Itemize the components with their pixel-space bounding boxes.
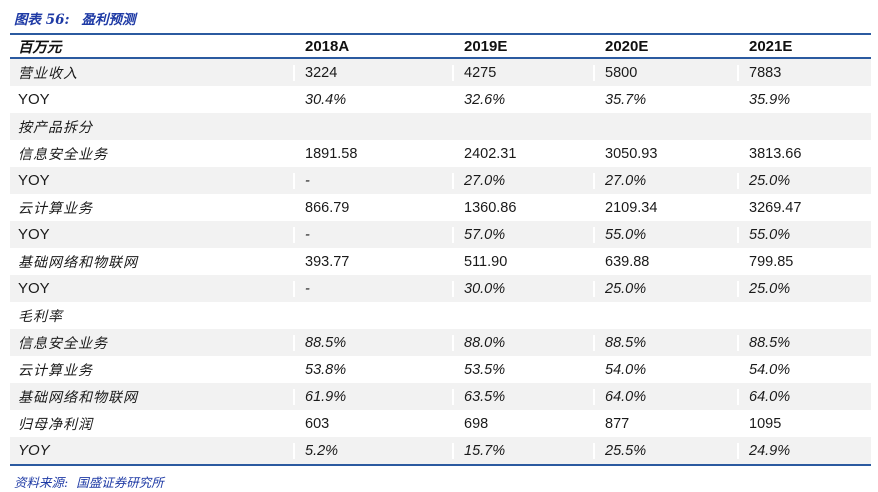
cell-2019E: 32.6%	[452, 91, 593, 108]
cell-2021E: 3269.47	[737, 199, 871, 216]
cell-2021E: 55.0%	[737, 226, 871, 243]
cell-2018A: 30.4%	[293, 91, 452, 108]
table-row: YOY -27.0% 27.0% 25.0%	[10, 167, 871, 194]
source-note: 资料来源: 国盛证券研究所	[14, 472, 878, 491]
cell-2019E: 2402.31	[452, 145, 593, 162]
table-row: 营业收入 3224 4275 5800 7883	[10, 59, 871, 86]
cell-2021E: 25.0%	[737, 280, 871, 297]
unit-label: 百万元	[18, 38, 62, 56]
cell-2018A: -	[293, 226, 452, 243]
row-label: 按产品拆分	[18, 119, 93, 136]
table-row: YOY -57.0% 55.0% 55.0%	[10, 221, 871, 248]
row-label: YOY	[18, 280, 50, 297]
cell-2018A: 1891.58	[293, 145, 452, 162]
cell-2019E: 698	[452, 415, 593, 432]
cell-2021E: 7883	[737, 64, 871, 81]
cell-2020E: 27.0%	[593, 172, 737, 189]
cell-2019E: 63.5%	[452, 388, 593, 405]
cell-2019E: 57.0%	[452, 226, 593, 243]
cell-2018A: 53.8%	[293, 361, 452, 378]
cell-2021E: 25.0%	[737, 172, 871, 189]
cell-2020E: 25.0%	[593, 280, 737, 297]
cell-2018A: 3224	[293, 64, 452, 81]
row-label: 毛利率	[18, 308, 63, 325]
cell-2020E: 64.0%	[593, 388, 737, 405]
row-label: 归母净利润	[18, 416, 93, 433]
cell-2019E: 1360.86	[452, 199, 593, 216]
cell-2021E: 799.85	[737, 253, 871, 270]
row-label: 信息安全业务	[18, 335, 108, 352]
column-header-2020E: 2020E	[605, 37, 649, 55]
cell-2021E: 24.9%	[737, 442, 871, 459]
cell-2020E: 54.0%	[593, 361, 737, 378]
row-label: YOY	[18, 91, 50, 108]
cell-2020E: 639.88	[593, 253, 737, 270]
table-row: 信息安全业务 88.5% 88.0% 88.5% 88.5%	[10, 329, 871, 356]
cell-2019E: 88.0%	[452, 334, 593, 351]
cell-2021E: 1095	[737, 415, 871, 432]
figure-title-text: 盈利预测	[81, 12, 136, 28]
cell-2020E: 5800	[593, 64, 737, 81]
cell-2020E: 3050.93	[593, 145, 737, 162]
section-row: 毛利率	[10, 302, 871, 329]
cell-2020E: 35.7%	[593, 91, 737, 108]
figure-title-prefix: 图表 56:	[14, 12, 70, 28]
row-label: YOY	[18, 442, 50, 459]
table-row: YOY -30.0% 25.0% 25.0%	[10, 275, 871, 302]
cell-2019E: 511.90	[452, 253, 593, 270]
cell-2018A: 88.5%	[293, 334, 452, 351]
cell-2019E: 30.0%	[452, 280, 593, 297]
column-header-2019E: 2019E	[464, 37, 508, 55]
row-label: YOY	[18, 226, 50, 243]
column-header-2018A: 2018A	[305, 37, 350, 55]
row-label: YOY	[18, 172, 50, 189]
table-row: 基础网络和物联网 393.77 511.90 639.88 799.85	[10, 248, 871, 275]
row-label: 信息安全业务	[18, 146, 108, 163]
source-text: 国盛证券研究所	[76, 475, 164, 490]
table-row: 归母净利润 603 698 877 1095	[10, 410, 871, 437]
row-label: 云计算业务	[18, 362, 93, 379]
cell-2019E: 27.0%	[452, 172, 593, 189]
cell-2020E: 55.0%	[593, 226, 737, 243]
table-row: YOY 5.2% 15.7% 25.5% 24.9%	[10, 437, 871, 464]
table-row: 云计算业务 53.8% 53.5% 54.0% 54.0%	[10, 356, 871, 383]
column-header-2021E: 2021E	[749, 37, 793, 55]
cell-2021E: 64.0%	[737, 388, 871, 405]
source-prefix: 资料来源:	[14, 475, 69, 490]
cell-2019E: 53.5%	[452, 361, 593, 378]
table-row: 云计算业务 866.79 1360.86 2109.34 3269.47	[10, 194, 871, 221]
forecast-table: 百万元 2018A 2019E 2020E 2021E 营业收入 3224 4275…	[10, 33, 871, 466]
cell-2018A: -	[293, 280, 452, 297]
table-body: 营业收入 3224 4275 5800 7883 YOY 30.4% 32.6% 35.7% 35…	[10, 59, 871, 466]
figure-title: 图表 56: 盈利预测	[0, 0, 878, 33]
row-label: 基础网络和物联网	[18, 389, 138, 406]
cell-2021E: 88.5%	[737, 334, 871, 351]
cell-2018A: 5.2%	[293, 442, 452, 459]
cell-2019E: 4275	[452, 64, 593, 81]
cell-2020E: 88.5%	[593, 334, 737, 351]
table-row: 信息安全业务 1891.58 2402.31 3050.93 3813.66	[10, 140, 871, 167]
cell-2018A: 393.77	[293, 253, 452, 270]
cell-2020E: 25.5%	[593, 442, 737, 459]
section-row: 按产品拆分	[10, 113, 871, 140]
row-label: 云计算业务	[18, 200, 93, 217]
cell-2020E: 2109.34	[593, 199, 737, 216]
table-header-row: 百万元 2018A 2019E 2020E 2021E	[10, 33, 871, 59]
cell-2018A: -	[293, 172, 452, 189]
table-row: YOY 30.4% 32.6% 35.7% 35.9%	[10, 86, 871, 113]
cell-2021E: 35.9%	[737, 91, 871, 108]
row-label: 基础网络和物联网	[18, 254, 138, 271]
row-label: 营业收入	[18, 65, 78, 82]
cell-2021E: 54.0%	[737, 361, 871, 378]
table-row: 基础网络和物联网 61.9% 63.5% 64.0% 64.0%	[10, 383, 871, 410]
cell-2020E: 877	[593, 415, 737, 432]
cell-2018A: 866.79	[293, 199, 452, 216]
cell-2019E: 15.7%	[452, 442, 593, 459]
cell-2018A: 603	[293, 415, 452, 432]
cell-2021E: 3813.66	[737, 145, 871, 162]
cell-2018A: 61.9%	[293, 388, 452, 405]
